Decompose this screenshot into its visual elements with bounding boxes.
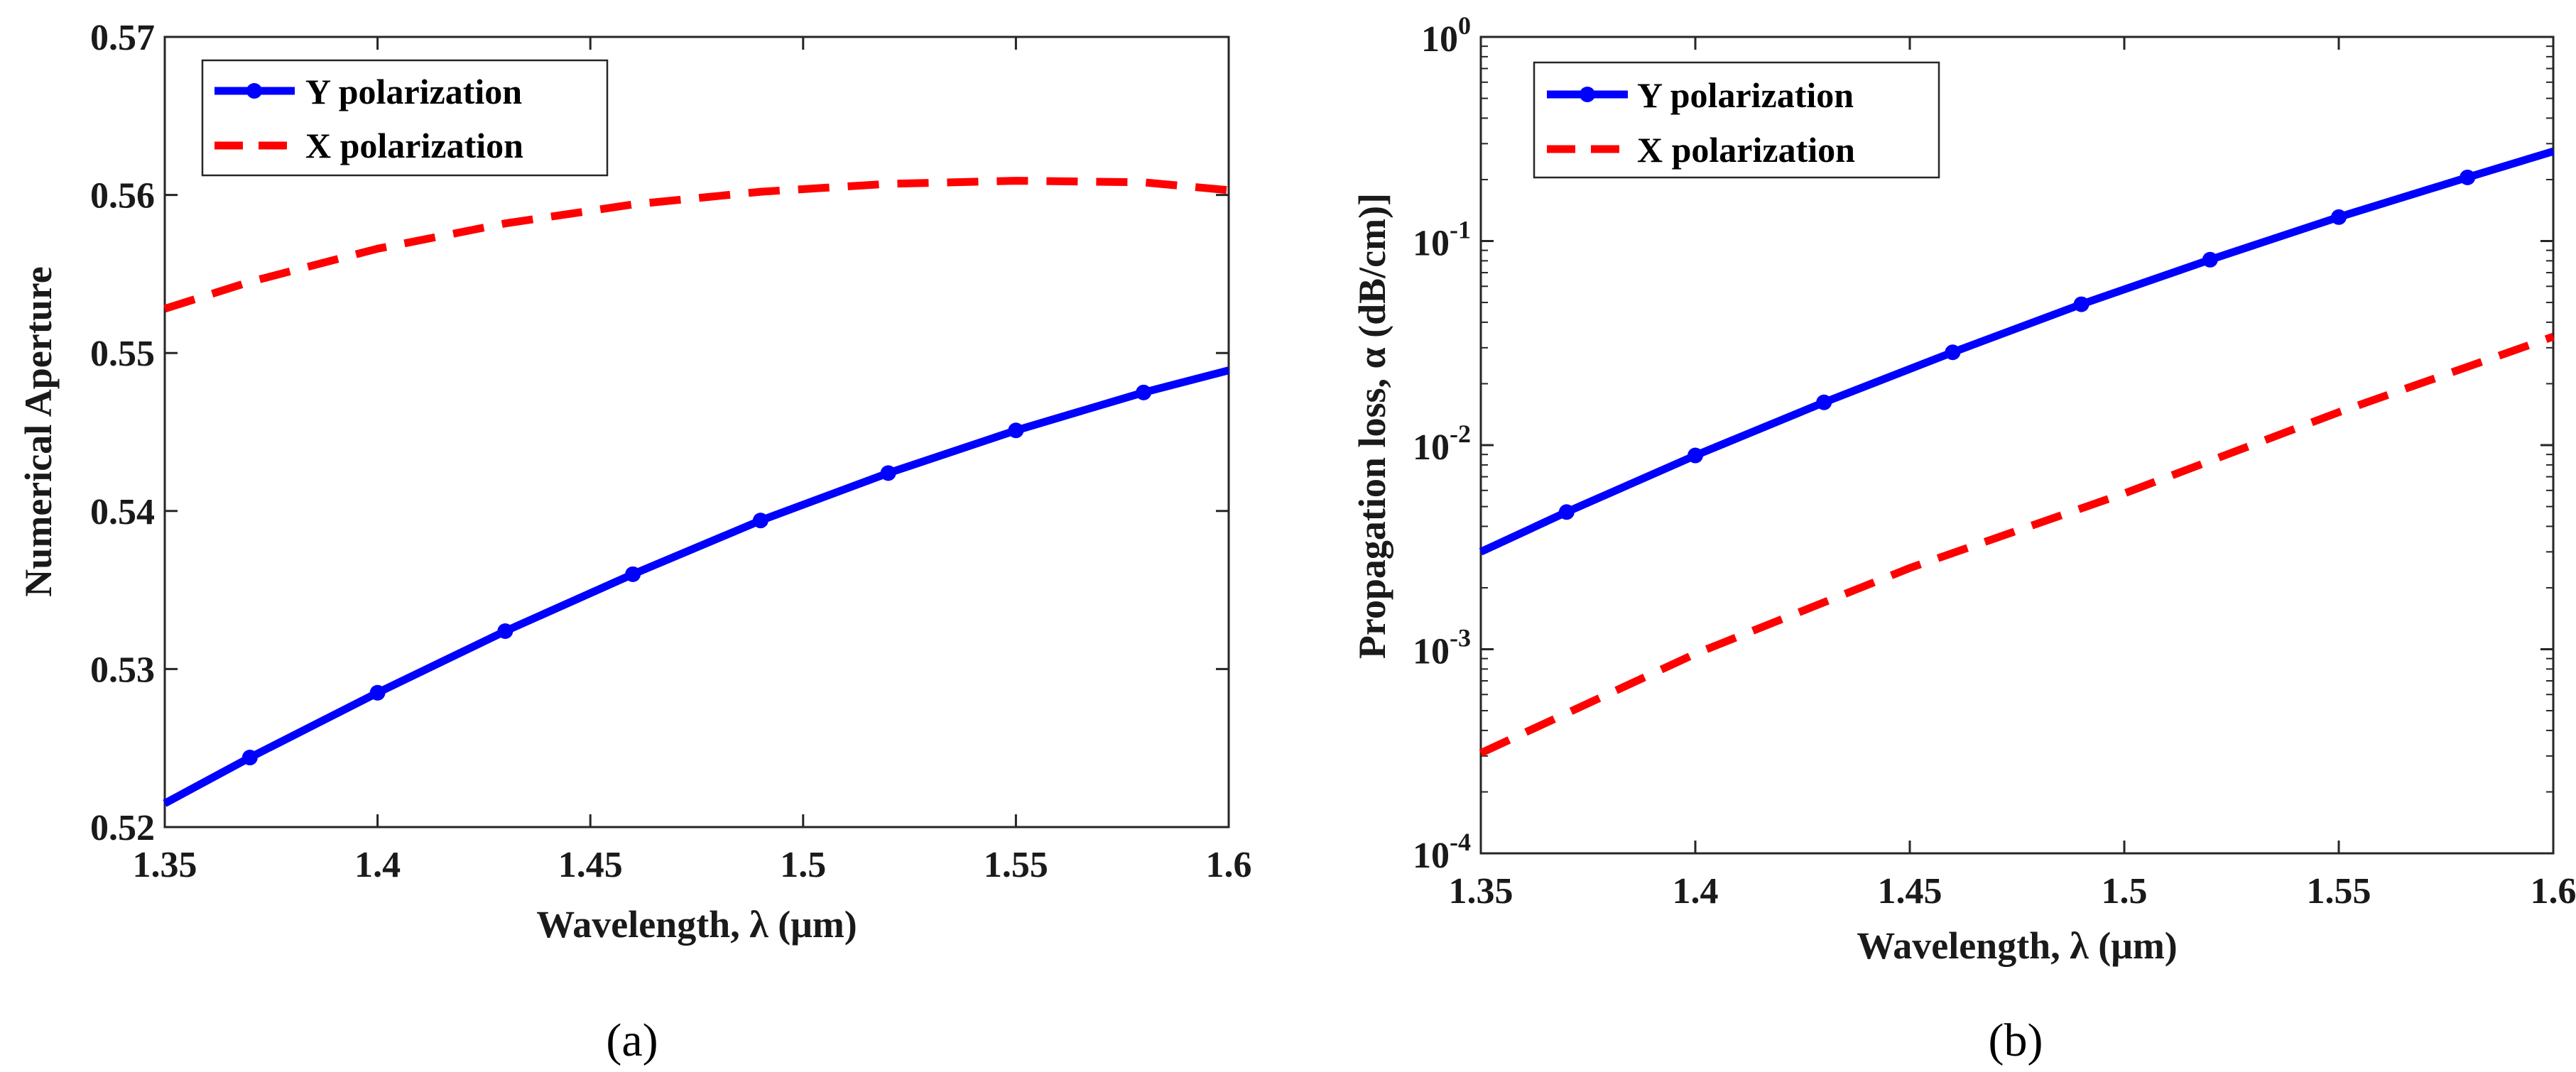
panel-b-legend-y-label: Y polarization xyxy=(1637,75,1854,115)
panel-b-ytick-label: 10-1 xyxy=(1413,216,1471,264)
panel-b-series-y-marker xyxy=(1558,504,1575,520)
panel-a-legend: Y polarization X polarization xyxy=(201,59,609,177)
panel-b-series-y-line xyxy=(1479,147,2555,556)
panel-a-legend-x-label: X polarization xyxy=(305,126,523,165)
panel-a-xtick-label: 1.55 xyxy=(984,845,1048,885)
panel-a-ytick-label: 0.57 xyxy=(90,18,155,58)
panel-b-series-x-line xyxy=(1479,333,2555,757)
panel-a-series-y-marker xyxy=(369,684,386,701)
panel-a-ylabel: Numerical Aperture xyxy=(17,266,60,596)
panel-b-xtick-label: 1.35 xyxy=(1449,871,1513,912)
panel-b-xtick-label: 1.55 xyxy=(2307,871,2371,912)
panel-a-xtick-label: 1.35 xyxy=(133,845,197,885)
panel-b-series-y-marker xyxy=(2331,209,2347,225)
panel-a-series-y-marker xyxy=(752,513,768,529)
panel-a-ytick-label: 0.52 xyxy=(90,808,155,848)
caption-b: (b) xyxy=(1989,1014,2043,1066)
panel-b-series-y-marker xyxy=(2073,296,2089,312)
panel-a-series-y-line xyxy=(163,366,1230,807)
panel-a-series-y-marker xyxy=(1136,384,1152,400)
panel-b-series-y-marker xyxy=(1688,447,1703,464)
panel-b-series-y-marker xyxy=(2460,169,2476,185)
panel-a-ytick-label: 0.54 xyxy=(90,492,155,532)
panel-b-ytick-label: 10-4 xyxy=(1413,828,1471,876)
panel-a-chart: 1.35 1.4 1.45 1.5 1.55 1.6 0.52 0.53 0.54 0.55 0.5… xyxy=(17,18,1252,946)
panel-a-ytick-label: 0.56 xyxy=(90,176,155,217)
panel-b-series-y-marker xyxy=(2202,251,2218,268)
panel-a-ytick-label: 0.53 xyxy=(90,650,155,690)
panel-a-xtick-label: 1.45 xyxy=(558,845,623,885)
caption-a: (a) xyxy=(606,1014,658,1066)
panel-a-xtick-label: 1.5 xyxy=(780,845,826,885)
panel-a-legend-box xyxy=(201,59,609,177)
panel-a-xtick-label: 1.6 xyxy=(1206,845,1252,885)
panel-b-xtick-label: 1.4 xyxy=(1673,871,1719,912)
panel-b-ylabel: Propagation loss, α (dB/cm)] xyxy=(1351,193,1393,659)
panel-b-xtick-label: 1.45 xyxy=(1878,871,1942,912)
panel-a-series-y-marker xyxy=(497,623,513,639)
panel-a-legend-y-label: Y polarization xyxy=(305,72,522,111)
panel-b-legend: Y polarization X polarization xyxy=(1533,61,1940,179)
panel-a-ytick-label: 0.55 xyxy=(90,334,155,374)
panel-a-series-x-line xyxy=(163,177,1229,313)
panel-b-xtick-label: 1.5 xyxy=(2102,871,2148,912)
panel-b-ytick-label: 10-3 xyxy=(1413,624,1471,672)
panel-b-xtick-label: 1.6 xyxy=(2531,871,2576,912)
panel-a-xtick-label: 1.4 xyxy=(354,845,401,885)
panel-a-series-y-marker xyxy=(880,465,896,481)
panel-a-series-y-marker xyxy=(625,566,641,582)
panel-b-series-y-marker xyxy=(1816,394,1832,410)
panel-b-ytick-label: 100 xyxy=(1421,11,1471,60)
panel-a-xlabel: Wavelength, λ (μm) xyxy=(536,903,857,946)
panel-b-legend-y-marker xyxy=(1580,87,1595,102)
panel-b-legend-box xyxy=(1533,61,1940,179)
panel-a-series-y-marker xyxy=(1008,422,1024,439)
panel-b-series-y-marker xyxy=(1945,344,1961,361)
panel-a-legend-y-marker xyxy=(246,83,262,99)
panel-b-ytick-label: 10-2 xyxy=(1413,420,1471,468)
panel-b-xlabel: Wavelength, λ (μm) xyxy=(1857,924,2178,967)
panel-a-series-y-marker xyxy=(241,750,258,766)
panel-b-chart: 1.35 1.4 1.45 1.5 1.55 1.6 10-4 10-3 10-2 10-1 100… xyxy=(1351,11,2576,967)
panel-b-legend-x-label: X polarization xyxy=(1637,130,1855,170)
